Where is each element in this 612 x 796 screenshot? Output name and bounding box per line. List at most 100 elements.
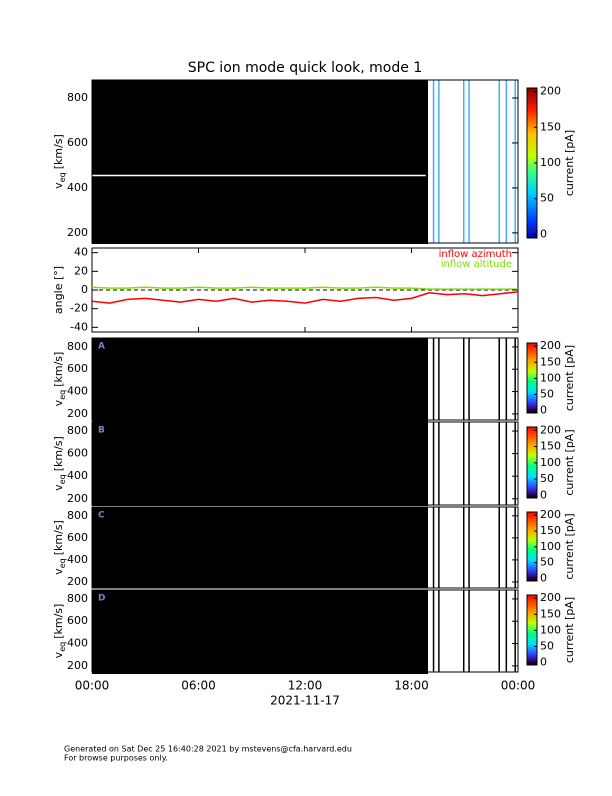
spectrogram-cell <box>401 96 404 100</box>
spectrogram-cell <box>356 188 359 192</box>
spectrogram-cell <box>335 180 338 184</box>
spectrogram-cell <box>122 380 125 383</box>
spectrogram-cell <box>401 136 404 140</box>
colorbar-tick-label: 100 <box>540 156 561 169</box>
spectrogram-cell <box>266 200 269 204</box>
spectrogram-cell <box>206 200 209 204</box>
spectrogram-cell <box>236 216 239 220</box>
spectrogram-cell <box>326 140 329 144</box>
spectrogram-cell <box>146 108 149 112</box>
spectrogram-cell <box>407 160 410 164</box>
spectrogram-cell <box>407 200 410 204</box>
spectrogram-cell <box>422 148 425 152</box>
spectrogram-cell <box>212 108 215 112</box>
spectrogram-cell <box>188 196 191 200</box>
spectrogram-cell <box>218 120 221 124</box>
spectrogram-cell <box>200 164 203 168</box>
spectrogram-cell <box>263 196 266 200</box>
spectrogram-cell <box>380 188 383 192</box>
spectrogram-cell <box>179 144 182 148</box>
spectrogram-cell <box>164 160 167 164</box>
spectrogram-cell <box>152 80 155 84</box>
spectrogram-cell <box>272 232 275 236</box>
spectrogram-cell <box>281 228 284 232</box>
spectrogram-cell <box>113 104 116 108</box>
spectrogram-cell <box>179 232 182 236</box>
spectrogram-cell <box>398 168 401 172</box>
spectrogram-cell <box>260 224 263 228</box>
spectrogram-cell <box>311 148 314 152</box>
spectrogram-cell <box>101 365 104 368</box>
spectrogram-cell <box>263 100 266 104</box>
spectrogram-cell <box>245 120 248 124</box>
spectrogram-cell <box>200 216 203 220</box>
spectrogram-cell <box>161 224 164 228</box>
spectrogram-cell <box>110 104 113 108</box>
spectrogram-cell <box>173 176 176 180</box>
spectrogram-cell <box>347 132 350 136</box>
spectrogram-cell <box>143 104 146 108</box>
spectrogram-cell <box>425 176 428 180</box>
spectrogram-cell <box>134 92 137 96</box>
spectrogram-cell <box>221 92 224 96</box>
spectrogram-cell <box>167 144 170 148</box>
spectrogram-cell <box>98 216 101 220</box>
spectrogram-cell <box>392 212 395 216</box>
spectrogram-cell <box>164 108 167 112</box>
spectrogram-cell <box>344 104 347 108</box>
spectrogram-cell <box>131 216 134 220</box>
spectrogram-cell <box>224 104 227 108</box>
spectrogram-cell <box>137 232 140 236</box>
spectrogram-cell <box>287 208 290 212</box>
spectrogram-cell <box>401 164 404 168</box>
spectrogram-cell <box>344 136 347 140</box>
spectrogram-cell <box>398 108 401 112</box>
spectrogram-cell <box>98 224 101 228</box>
spectrogram-cell <box>110 224 113 228</box>
spectrogram-cell <box>134 108 137 112</box>
spectrogram-cell <box>110 350 113 353</box>
spectrogram-cell <box>158 220 161 224</box>
spectrogram-cell <box>299 136 302 140</box>
spectrogram-cell <box>314 152 317 156</box>
spectrogram-cell <box>149 224 152 228</box>
spectrogram-cell <box>260 220 263 224</box>
spectrogram-cell <box>239 128 242 132</box>
spectrogram-cell <box>143 196 146 200</box>
spectrogram-cell <box>353 92 356 96</box>
spectrogram-cell <box>260 80 263 84</box>
spectrogram-cell <box>272 168 275 172</box>
spectrogram-cell <box>128 104 131 108</box>
spectrogram-cell <box>98 389 101 392</box>
spectrogram-cell <box>269 160 272 164</box>
spectrogram-cell <box>215 116 218 120</box>
spectrogram-cell <box>398 140 401 144</box>
spectrogram-cell <box>107 410 110 413</box>
spectrogram-cell <box>389 192 392 196</box>
spectrogram-cell <box>152 100 155 104</box>
spectrogram-cell <box>356 96 359 100</box>
x-axis-label: 2021-11-17 <box>270 694 340 708</box>
spectrogram-cell <box>368 180 371 184</box>
spectrogram-cell <box>413 188 416 192</box>
spectrogram-cell <box>266 192 269 196</box>
spectrogram-cell <box>311 108 314 112</box>
spectrogram-cell <box>230 180 233 184</box>
spectrogram-cell <box>398 232 401 236</box>
spectrogram-cell <box>113 176 116 180</box>
spectrogram-cell <box>170 156 173 160</box>
spectrogram-cell <box>254 156 257 160</box>
spectrogram-cell <box>299 144 302 148</box>
spectrogram-cell <box>218 188 221 192</box>
spectrogram-cell <box>410 196 413 200</box>
spectrogram-cell <box>359 192 362 196</box>
spectrogram-cell <box>185 84 188 88</box>
spectrogram-cell <box>326 164 329 168</box>
spectrogram-cell <box>275 224 278 228</box>
spectrogram-cell <box>413 164 416 168</box>
spectrogram-cell <box>272 204 275 208</box>
spectrogram-cell <box>245 228 248 232</box>
spectrogram-cell <box>227 92 230 96</box>
spectrogram-cell <box>155 100 158 104</box>
spectrogram-cell <box>221 164 224 168</box>
